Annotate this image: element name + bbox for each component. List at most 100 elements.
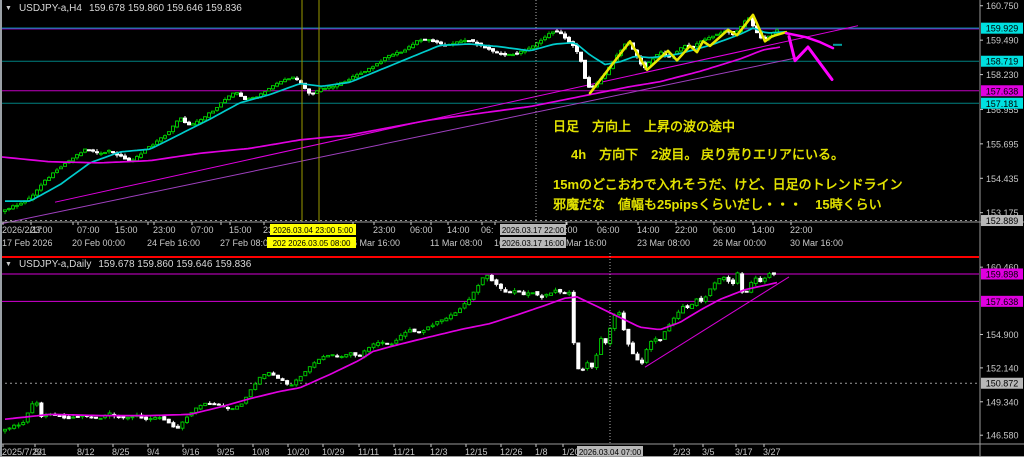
svg-text:2026.03.04 07:00: 2026.03.04 07:00 bbox=[579, 448, 642, 456]
svg-text:146.580: 146.580 bbox=[986, 431, 1019, 441]
svg-text:158.719: 158.719 bbox=[986, 57, 1019, 67]
svg-text:9/16: 9/16 bbox=[182, 447, 200, 456]
chart-info-line: ▼ USDJPY-a,Daily 159.678 159.860 159.646… bbox=[5, 259, 251, 270]
svg-text:12/26: 12/26 bbox=[500, 447, 523, 456]
svg-text:9/25: 9/25 bbox=[217, 447, 235, 456]
chart-annotation-text: 日足 方向上 上昇の波の途中 4h 方向下 2波目。 戻り売りエリアにいる。 1… bbox=[553, 119, 903, 213]
vline-layer[interactable] bbox=[301, 0, 537, 222]
svg-text:155.695: 155.695 bbox=[986, 139, 1019, 149]
svg-text:12/15: 12/15 bbox=[465, 447, 488, 456]
svg-text:2025/7/23: 2025/7/23 bbox=[2, 447, 42, 456]
svg-text:202 2026.03.05 08:00: 202 2026.03.05 08:00 bbox=[273, 239, 351, 248]
hline-layer bbox=[0, 255, 979, 384]
svg-text:158.230: 158.230 bbox=[986, 70, 1019, 80]
chart-window-daily: 160.460 154.900 152.140 149.340 146.580 159.8… bbox=[0, 253, 1024, 457]
svg-text:23:00: 23:00 bbox=[30, 225, 53, 235]
svg-text:24 Feb 16:00: 24 Feb 16:00 bbox=[147, 238, 200, 248]
svg-text:152.140: 152.140 bbox=[986, 363, 1019, 373]
annotation-line: 4h 方向下 2波目。 戻り売りエリアにいる。 bbox=[571, 147, 845, 162]
svg-text:20 Feb 00:00: 20 Feb 00:00 bbox=[72, 238, 125, 248]
svg-text:153.175: 153.175 bbox=[986, 208, 1019, 218]
svg-text:2026.03.17 16:00: 2026.03.17 16:00 bbox=[502, 239, 565, 248]
svg-text:8/25: 8/25 bbox=[112, 447, 130, 456]
chart-ohlc-values: 159.678 159.860 159.646 159.836 bbox=[88, 3, 242, 14]
svg-text:2/23: 2/23 bbox=[673, 447, 691, 456]
annotation-line: 日足 方向上 上昇の波の途中 bbox=[553, 119, 736, 134]
svg-text:23:00: 23:00 bbox=[373, 225, 396, 235]
svg-text:10/29: 10/29 bbox=[322, 447, 345, 456]
chart-dropdown-icon[interactable]: ▼ bbox=[5, 5, 12, 12]
svg-text:06:: 06: bbox=[481, 225, 494, 235]
svg-text:11 Mar 08:00: 11 Mar 08:00 bbox=[430, 238, 482, 248]
svg-text:157.638: 157.638 bbox=[986, 297, 1019, 307]
svg-text:15:00: 15:00 bbox=[115, 225, 138, 235]
time-axis[interactable]: 2025/7/238/1 8/12 8/25 9/4 9/16 9/25 10/8 10/20… bbox=[2, 444, 781, 456]
ma-fast-cyan bbox=[5, 27, 786, 202]
svg-text:9/4: 9/4 bbox=[147, 447, 160, 456]
h4-chart-canvas[interactable]: 160.750 159.490 158.230 156.955 155.695 154.4… bbox=[0, 0, 1024, 253]
price-axis[interactable]: 160.460 154.900 152.140 149.340 146.580 159.8… bbox=[980, 263, 1023, 441]
forecast-gentle[interactable] bbox=[784, 31, 835, 50]
svg-text:3/27: 3/27 bbox=[763, 447, 781, 456]
svg-text:2026.03.04 23:00 5:00: 2026.03.04 23:00 5:00 bbox=[273, 226, 354, 235]
svg-text:150.872: 150.872 bbox=[986, 379, 1019, 389]
svg-text:12/3: 12/3 bbox=[430, 447, 448, 456]
chart-symbol: USDJPY-a,H4 bbox=[18, 3, 82, 14]
svg-text:06:00: 06:00 bbox=[410, 225, 433, 235]
svg-text:22:00: 22:00 bbox=[790, 225, 813, 235]
svg-text:23:00: 23:00 bbox=[153, 225, 176, 235]
svg-text:22:00: 22:00 bbox=[675, 225, 698, 235]
svg-text:23 Mar 08:00: 23 Mar 08:00 bbox=[637, 238, 690, 248]
daily-chart-canvas[interactable]: 160.460 154.900 152.140 149.340 146.580 159.8… bbox=[0, 253, 1024, 456]
svg-text:159.898: 159.898 bbox=[986, 269, 1019, 279]
svg-text:154.900: 154.900 bbox=[986, 330, 1019, 340]
svg-text:07:00: 07:00 bbox=[191, 225, 214, 235]
svg-text:06:00: 06:00 bbox=[713, 225, 736, 235]
svg-text:159.929: 159.929 bbox=[986, 24, 1019, 34]
ma-slow-magenta bbox=[0, 46, 781, 164]
window-border-left bbox=[0, 253, 2, 456]
svg-text:17 Feb 2026: 17 Feb 2026 bbox=[2, 238, 53, 248]
annotation-line: 15mのどこおわで入れそうだ、けど、日足のトレンドライン bbox=[553, 177, 903, 192]
svg-text:2026.03.17 22:00: 2026.03.17 22:00 bbox=[502, 226, 565, 235]
svg-text:8/12: 8/12 bbox=[77, 447, 95, 456]
candles-layer bbox=[3, 271, 776, 434]
svg-text:1/8: 1/8 bbox=[535, 447, 548, 456]
zigzag-yellow[interactable] bbox=[588, 13, 788, 95]
svg-text::00: :00 bbox=[565, 225, 578, 235]
svg-text:149.340: 149.340 bbox=[986, 397, 1019, 407]
window-border-left bbox=[0, 0, 2, 253]
svg-text:160.750: 160.750 bbox=[986, 1, 1019, 11]
svg-text:154.435: 154.435 bbox=[986, 174, 1019, 184]
chart-info-line: ▼ USDJPY-a,H4 159.678 159.860 159.646 15… bbox=[5, 3, 242, 14]
chart-symbol: USDJPY-a,Daily bbox=[18, 259, 92, 270]
annotation-line: 邪魔だな 値幅も25pipsくらいだし・・・ 15時くらい bbox=[553, 197, 882, 212]
ma-slow-magenta bbox=[4, 281, 778, 421]
trendline-layer[interactable] bbox=[644, 276, 790, 368]
svg-text:6 Mar 16:00: 6 Mar 16:00 bbox=[352, 238, 400, 248]
svg-text:Mar 16:00: Mar 16:00 bbox=[566, 238, 607, 248]
svg-text:3/17: 3/17 bbox=[735, 447, 753, 456]
hline-layer bbox=[0, 27, 979, 222]
svg-text:14:00: 14:00 bbox=[447, 225, 470, 235]
svg-text:06:00: 06:00 bbox=[597, 225, 620, 235]
svg-text:16: 16 bbox=[494, 238, 504, 248]
chart-window-h4: 160.750 159.490 158.230 156.955 155.695 154.4… bbox=[0, 0, 1024, 253]
forecast-steep[interactable] bbox=[787, 35, 834, 81]
price-axis[interactable]: 160.750 159.490 158.230 156.955 155.695 154.4… bbox=[980, 1, 1023, 227]
svg-text:3/5: 3/5 bbox=[702, 447, 715, 456]
svg-text:2026/2/17: 2026/2/17 bbox=[2, 225, 42, 235]
svg-text:14:00: 14:00 bbox=[637, 225, 660, 235]
svg-text:30 Mar 16:00: 30 Mar 16:00 bbox=[790, 238, 843, 248]
svg-text:8/1: 8/1 bbox=[34, 447, 47, 456]
svg-text:157.638: 157.638 bbox=[986, 86, 1019, 96]
chart-dropdown-icon[interactable]: ▼ bbox=[5, 261, 12, 268]
svg-text:157.181: 157.181 bbox=[986, 99, 1019, 109]
svg-text:07:00: 07:00 bbox=[77, 225, 100, 235]
svg-text:152.889: 152.889 bbox=[986, 216, 1019, 226]
svg-text:10/20: 10/20 bbox=[287, 447, 310, 456]
svg-text:14:00: 14:00 bbox=[752, 225, 775, 235]
svg-text:156.955: 156.955 bbox=[986, 105, 1019, 115]
trendline-layer[interactable] bbox=[0, 25, 859, 225]
